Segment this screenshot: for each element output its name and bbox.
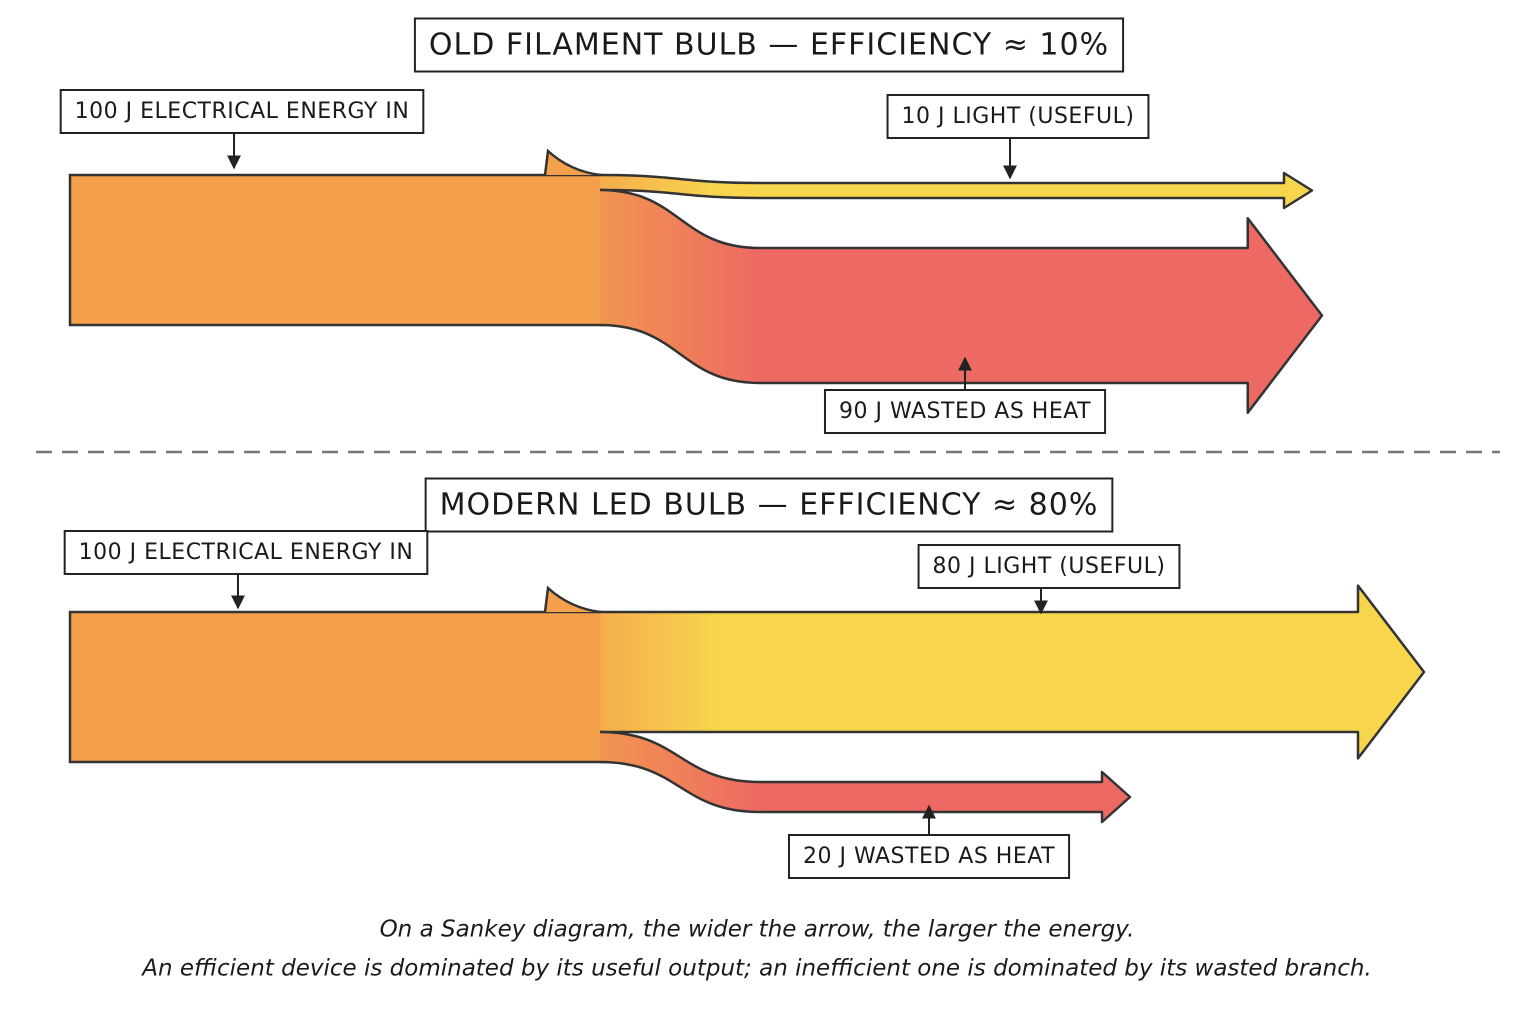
label-frame xyxy=(63,530,429,575)
label-frame xyxy=(787,834,1071,879)
label-frame xyxy=(59,89,425,134)
waste-label-box: 20 J WASTED AS HEAT xyxy=(787,834,1071,879)
flow-branch xyxy=(599,171,1314,210)
label-frame xyxy=(886,94,1150,139)
caption-line: On a Sankey diagram, the wider the arrow… xyxy=(380,917,1135,943)
panel-title: MODERN LED BULB — EFFICIENCY ≈ 80% xyxy=(440,488,1099,523)
useful-label: 80 J LIGHT (USEFUL) xyxy=(933,554,1166,579)
useful-label-box: 80 J LIGHT (USEFUL) xyxy=(917,544,1181,589)
useful-label: 10 J LIGHT (USEFUL) xyxy=(902,104,1135,129)
label-frame xyxy=(917,544,1181,589)
input-flow xyxy=(68,173,602,327)
input-label-box: 100 J ELECTRICAL ENERGY IN xyxy=(63,530,429,575)
panel-title-box: OLD FILAMENT BULB — EFFICIENCY ≈ 10% xyxy=(413,17,1125,73)
useful-label-box: 10 J LIGHT (USEFUL) xyxy=(886,94,1150,139)
panel-title-box: MODERN LED BULB — EFFICIENCY ≈ 80% xyxy=(424,477,1114,533)
input-label-box: 100 J ELECTRICAL ENERGY IN xyxy=(59,89,425,134)
waste-label-box: 90 J WASTED AS HEAT xyxy=(823,389,1107,434)
flow-branch xyxy=(599,188,1324,414)
input-label: 100 J ELECTRICAL ENERGY IN xyxy=(79,540,414,565)
waste-label: 90 J WASTED AS HEAT xyxy=(839,399,1091,424)
label-frame xyxy=(823,389,1107,434)
input-notch xyxy=(543,148,601,177)
flow-branch xyxy=(599,730,1132,824)
label-frame xyxy=(413,17,1125,73)
label-frame xyxy=(424,477,1114,533)
input-flow xyxy=(68,610,602,764)
flow-branch xyxy=(600,584,1426,760)
panel-title: OLD FILAMENT BULB — EFFICIENCY ≈ 10% xyxy=(429,28,1109,63)
input-notch xyxy=(543,585,601,614)
input-label: 100 J ELECTRICAL ENERGY IN xyxy=(75,99,410,124)
waste-label: 20 J WASTED AS HEAT xyxy=(803,844,1055,869)
caption-line: An efficient device is dominated by its … xyxy=(140,956,1372,982)
